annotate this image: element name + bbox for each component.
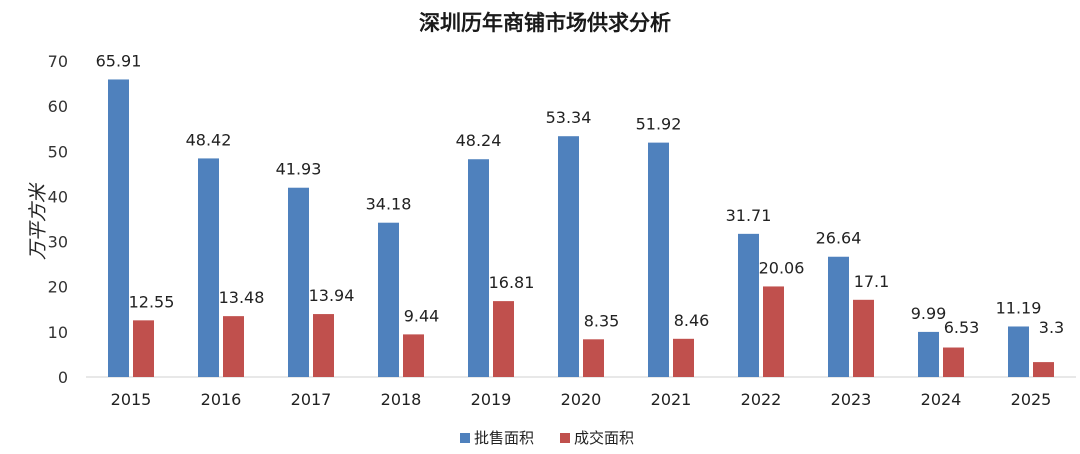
legend-label: 批售面积	[474, 429, 534, 447]
x-tick-label: 2015	[111, 390, 152, 409]
bar-transaction	[673, 338, 694, 377]
bars-group	[108, 79, 1054, 377]
x-axis-ticks: 2015 2016 2017 2018 2019 2020 2021 2022 2023 2024…	[111, 390, 1052, 409]
y-tick-label: 10	[48, 323, 68, 342]
legend: 批售面积 成交面积	[460, 429, 634, 447]
data-label-supply: 11.19	[996, 298, 1042, 317]
data-label-transaction: 13.48	[219, 288, 265, 307]
data-label-transaction: 13.94	[309, 286, 355, 305]
bar-transaction	[403, 334, 424, 377]
bar-transaction	[313, 314, 334, 377]
x-tick-label: 2018	[381, 390, 422, 409]
y-tick-label: 20	[48, 278, 68, 297]
data-label-supply: 48.42	[186, 130, 232, 149]
data-label-transaction: 8.46	[674, 311, 710, 330]
bar-supply	[108, 79, 129, 377]
data-label-supply: 34.18	[366, 195, 412, 214]
legend-swatch	[460, 433, 470, 443]
y-tick-label: 50	[48, 142, 68, 161]
data-label-transaction: 12.55	[129, 292, 175, 311]
bar-supply	[198, 158, 219, 377]
y-tick-label: 30	[48, 233, 68, 252]
bar-transaction	[853, 299, 874, 377]
data-label-supply: 53.34	[546, 108, 592, 127]
y-tick-label: 60	[48, 97, 68, 116]
data-label-transaction: 16.81	[489, 273, 535, 292]
y-axis-label: 万平方米	[27, 182, 49, 260]
bar-transaction	[223, 316, 244, 377]
data-label-transaction: 3.3	[1039, 318, 1064, 337]
data-label-transaction: 17.1	[854, 272, 890, 291]
x-tick-label: 2025	[1011, 390, 1052, 409]
data-label-supply: 48.24	[456, 131, 502, 150]
x-tick-label: 2023	[831, 390, 872, 409]
legend-label: 成交面积	[574, 429, 634, 447]
bar-supply	[468, 159, 489, 377]
chart-title: 深圳历年商铺市场供求分析	[419, 11, 671, 35]
data-labels-group: 65.91 12.55 48.42 13.48 41.93 13.94 34.18 9.44 4…	[96, 51, 1065, 337]
bar-supply	[648, 142, 669, 377]
x-tick-label: 2016	[201, 390, 242, 409]
x-tick-label: 2020	[561, 390, 602, 409]
x-tick-label: 2024	[921, 390, 962, 409]
bar-transaction	[763, 286, 784, 377]
bar-transaction	[1033, 362, 1054, 377]
data-label-supply: 9.99	[911, 304, 947, 323]
data-label-supply: 51.92	[636, 115, 682, 134]
bar-transaction	[493, 301, 514, 377]
bar-supply	[828, 256, 849, 377]
x-tick-label: 2017	[291, 390, 332, 409]
y-axis-ticks: 0 10 20 30 40 50 60 70	[48, 52, 68, 387]
bar-supply	[378, 222, 399, 377]
bar-transaction	[133, 320, 154, 377]
data-label-transaction: 20.06	[759, 258, 805, 277]
y-tick-label: 70	[48, 52, 68, 71]
data-label-supply: 65.91	[96, 51, 142, 70]
bar-supply	[1008, 326, 1029, 377]
data-label-transaction: 9.44	[404, 306, 440, 325]
y-tick-label: 0	[58, 368, 68, 387]
x-tick-label: 2019	[471, 390, 512, 409]
x-tick-label: 2021	[651, 390, 692, 409]
bar-supply	[918, 331, 939, 377]
data-label-supply: 31.71	[726, 206, 772, 225]
bar-supply	[738, 233, 759, 377]
bar-supply	[288, 187, 309, 377]
bar-supply	[558, 136, 579, 377]
data-label-supply: 26.64	[816, 229, 862, 248]
x-tick-label: 2022	[741, 390, 782, 409]
data-label-supply: 41.93	[276, 160, 322, 179]
data-label-transaction: 8.35	[584, 311, 620, 330]
legend-swatch	[560, 433, 570, 443]
y-tick-label: 40	[48, 187, 68, 206]
bar-transaction	[943, 347, 964, 377]
bar-transaction	[583, 339, 604, 377]
data-label-transaction: 6.53	[944, 318, 980, 337]
